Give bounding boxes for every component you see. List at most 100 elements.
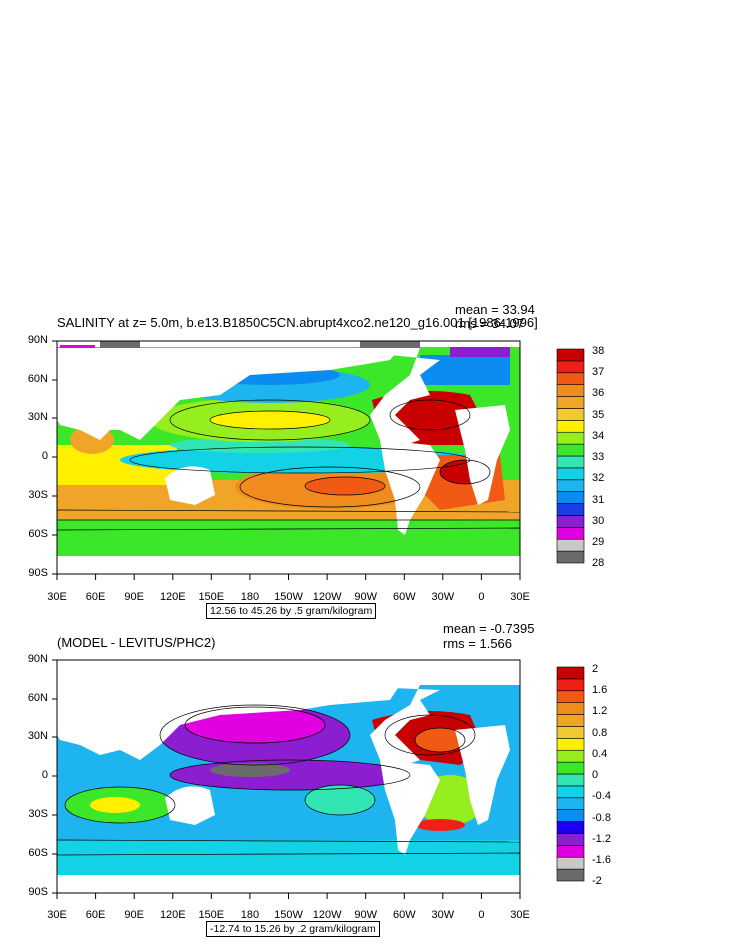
salinity-range-label: 12.56 to 45.26 by .5 gram/kilogram xyxy=(206,603,377,619)
diff-eq-pacific xyxy=(170,760,410,790)
colorbar-label: 35 xyxy=(592,409,605,421)
diff-indian-core xyxy=(90,797,140,813)
lat-label: 60N xyxy=(27,373,48,385)
lat-label: 90S xyxy=(28,886,48,898)
lon-label: 30E xyxy=(47,909,67,921)
diff-asia xyxy=(57,685,400,760)
colorbar-swatch xyxy=(556,702,585,715)
colorbar-swatch xyxy=(556,348,585,362)
lat-label: 30N xyxy=(27,730,48,742)
difference-rms: rms = 1.566 xyxy=(443,636,513,651)
lat-label: 30S xyxy=(28,808,48,820)
lon-label: 30E xyxy=(510,909,530,921)
salinity-australia xyxy=(165,466,215,505)
colorbar-label: 0.8 xyxy=(592,727,608,739)
diff-gulf xyxy=(415,728,465,752)
lon-label: 60W xyxy=(392,909,416,921)
diff-n-pacific-core xyxy=(185,707,325,743)
diff-n-pacific xyxy=(160,705,350,765)
lon-label: 120E xyxy=(159,591,186,603)
lon-label: 120E xyxy=(159,909,186,921)
colorbar-swatch xyxy=(556,797,585,810)
colorbar-swatch xyxy=(556,678,585,692)
difference-contours xyxy=(56,704,521,856)
difference-mean: mean = -0.7395 xyxy=(443,621,535,636)
diff-eq-pacific-grey xyxy=(210,763,290,777)
difference-colorbar xyxy=(556,666,585,882)
salinity-n-pacific-core xyxy=(210,411,330,429)
lon-label: 90E xyxy=(124,591,144,603)
salinity-arctic-strip xyxy=(57,341,520,347)
difference-range-label: -12.74 to 15.26 by .2 gram/kilogram xyxy=(206,921,380,937)
colorbar-label: -0.4 xyxy=(592,790,611,802)
colorbar-label: -1.6 xyxy=(592,854,611,866)
diff-s-pacific xyxy=(305,785,375,815)
salinity-arctic-atl-2 xyxy=(450,345,510,357)
colorbar-swatch xyxy=(556,714,585,727)
lat-label: 30N xyxy=(27,411,48,423)
diff-n-america xyxy=(320,685,440,765)
diff-s-atlantic-core xyxy=(415,819,465,831)
colorbar-swatch xyxy=(556,785,585,799)
salinity-rms: rms = 34.07 xyxy=(455,316,525,331)
lon-label: 150W xyxy=(274,591,303,603)
colorbar-swatch xyxy=(556,856,585,870)
colorbar-label: -0.8 xyxy=(592,812,611,824)
salinity-mean: mean = 33.94 xyxy=(455,302,535,317)
lat-label: 60S xyxy=(28,847,48,859)
difference-map-frame xyxy=(56,659,521,894)
colorbar-swatch xyxy=(556,809,585,822)
lon-label: 150E xyxy=(198,909,225,921)
lon-label: 30E xyxy=(510,591,530,603)
salinity-arctic-grey-2 xyxy=(360,341,420,348)
salinity-map xyxy=(52,340,585,580)
diff-africa xyxy=(455,725,510,825)
lon-label: 150W xyxy=(274,909,303,921)
salinity-panel: mean = 33.94 rms = 34.07 SALINITY at z= … xyxy=(27,302,605,619)
salinity-asia xyxy=(57,348,400,440)
lon-label: 150E xyxy=(198,591,225,603)
lon-label: 0 xyxy=(478,591,485,603)
lat-label: 60S xyxy=(28,528,48,540)
colorbar-label: 0.4 xyxy=(592,748,608,760)
colorbar-swatch xyxy=(556,868,585,882)
salinity-n-america xyxy=(320,348,440,445)
salinity-contours xyxy=(56,399,521,531)
lon-label: 30W xyxy=(431,909,455,921)
lon-label: 120W xyxy=(312,909,342,921)
colorbar-label: -2 xyxy=(592,875,602,887)
colorbar-label: 33 xyxy=(592,451,605,463)
lon-label: 30W xyxy=(431,591,455,603)
lat-label: 30S xyxy=(28,489,48,501)
colorbar-label: 2 xyxy=(592,663,599,675)
diff-australia xyxy=(165,786,215,825)
colorbar-swatch xyxy=(556,738,585,751)
diff-antarctica xyxy=(57,875,520,893)
lon-label: 180 xyxy=(240,591,260,603)
lon-label: 90W xyxy=(354,909,377,921)
colorbar-label: 38 xyxy=(592,345,605,357)
lat-label: 0 xyxy=(41,450,48,462)
colorbar-label: 31 xyxy=(592,494,605,506)
colorbar-swatch xyxy=(556,761,585,775)
colorbar-label: 29 xyxy=(592,536,605,548)
colorbar-label: 36 xyxy=(592,387,605,399)
lat-label: 90N xyxy=(27,334,48,346)
lon-label: 90E xyxy=(124,909,144,921)
lon-label: 30E xyxy=(47,591,67,603)
colorbar-swatch xyxy=(556,666,585,680)
colorbar-swatch xyxy=(556,690,585,703)
lat-label: 90N xyxy=(27,653,48,665)
colorbar-swatch xyxy=(556,726,585,739)
lon-label: 60E xyxy=(85,909,106,921)
salinity-pacific-south-core xyxy=(305,477,385,495)
colorbar-swatch xyxy=(556,749,585,763)
salinity-antarctica xyxy=(57,556,520,574)
colorbar-swatch xyxy=(556,845,585,858)
lon-label: 60E xyxy=(85,591,106,603)
colorbar-label: -1.2 xyxy=(592,833,611,845)
salinity-s-america xyxy=(380,440,440,535)
diff-arctic-strip xyxy=(57,660,520,685)
